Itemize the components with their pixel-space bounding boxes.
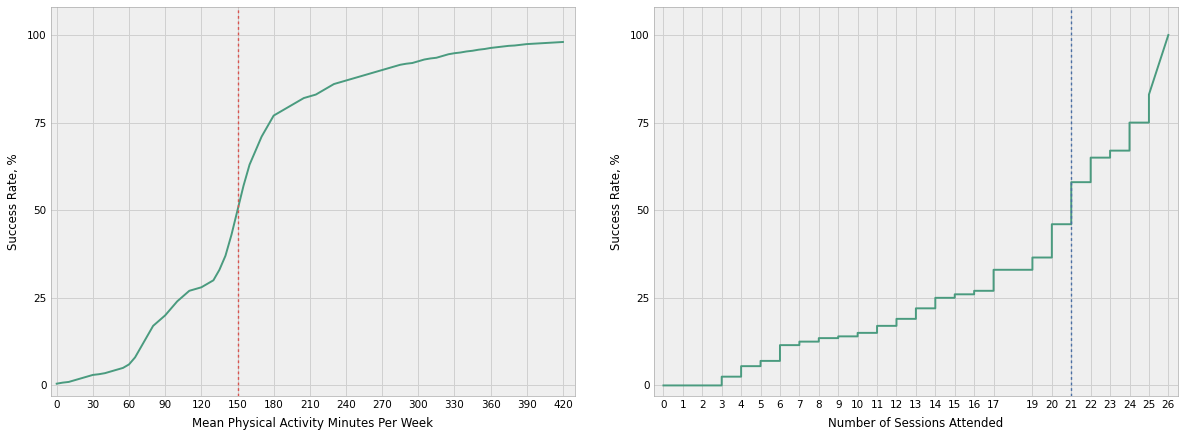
X-axis label: Mean Physical Activity Minutes Per Week: Mean Physical Activity Minutes Per Week (192, 417, 434, 430)
Y-axis label: Success Rate, %: Success Rate, % (610, 153, 623, 250)
X-axis label: Number of Sessions Attended: Number of Sessions Attended (828, 417, 1004, 430)
Y-axis label: Success Rate, %: Success Rate, % (7, 153, 20, 250)
